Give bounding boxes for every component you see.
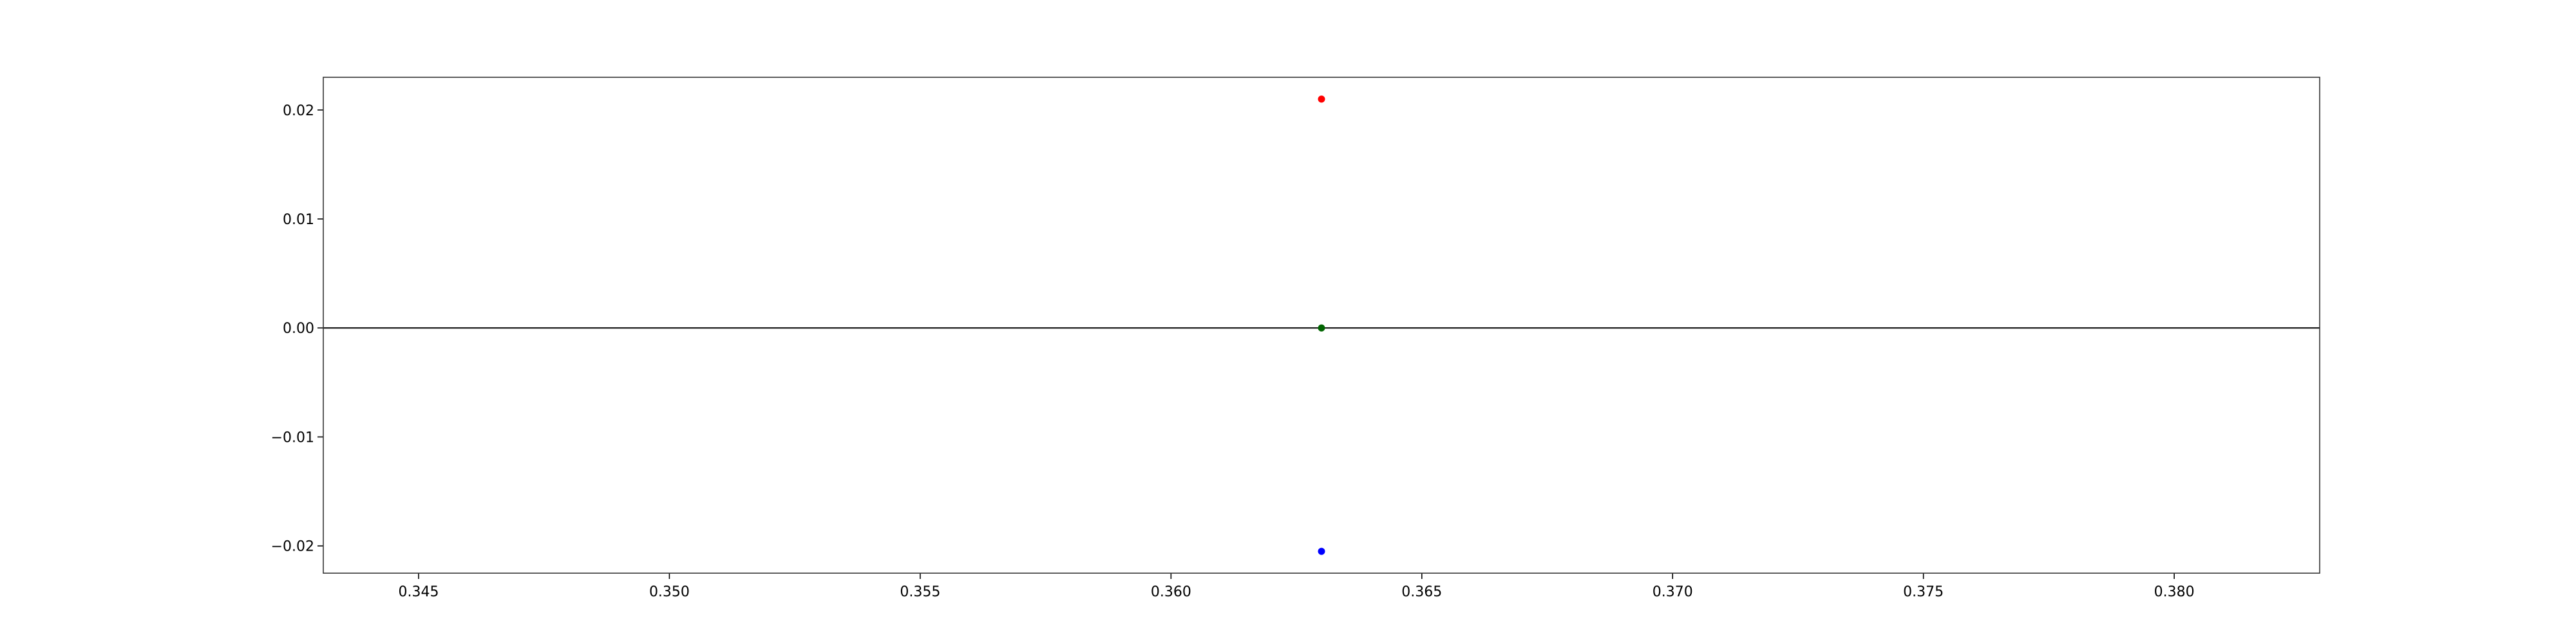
x-tick-label: 0.375 bbox=[1903, 584, 1944, 600]
x-tick-label: 0.360 bbox=[1151, 584, 1191, 600]
x-tick-label: 0.345 bbox=[398, 584, 439, 600]
x-tick-label: 0.355 bbox=[900, 584, 940, 600]
y-tick-label: 0.02 bbox=[283, 103, 314, 119]
x-tick-label: 0.350 bbox=[649, 584, 690, 600]
point-lower bbox=[1318, 548, 1325, 555]
point-center bbox=[1318, 325, 1325, 332]
point-upper bbox=[1318, 95, 1325, 102]
x-tick-label: 0.380 bbox=[2154, 584, 2195, 600]
x-tick-label: 0.365 bbox=[1401, 584, 1442, 600]
y-tick-label: −0.01 bbox=[271, 430, 314, 446]
y-tick-label: 0.01 bbox=[283, 212, 314, 228]
y-tick-label: −0.02 bbox=[271, 539, 314, 555]
x-tick-label: 0.370 bbox=[1653, 584, 1693, 600]
y-tick-label: 0.00 bbox=[283, 321, 314, 337]
